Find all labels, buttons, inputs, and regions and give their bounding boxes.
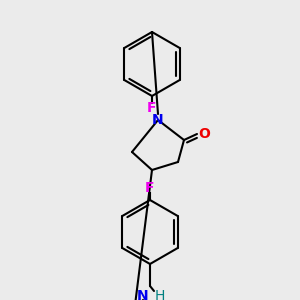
Text: O: O	[198, 127, 210, 141]
Text: F: F	[147, 101, 157, 115]
Text: N: N	[152, 113, 164, 127]
Text: N: N	[136, 289, 148, 300]
Text: F: F	[145, 181, 155, 195]
Text: H: H	[155, 289, 165, 300]
